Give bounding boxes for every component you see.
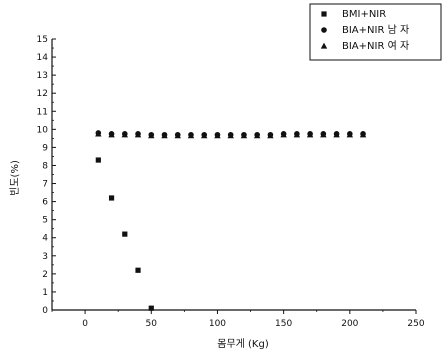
data-point (161, 132, 168, 139)
data-point (148, 132, 155, 139)
data-point (108, 195, 115, 201)
y-tick-label: 12 (37, 89, 48, 99)
x-tick-label: 150 (275, 319, 292, 329)
data-point (253, 132, 261, 139)
y-tick-label: 9 (42, 143, 48, 153)
y-tick-label: 11 (37, 107, 48, 117)
data-point (359, 131, 367, 138)
data-point (346, 131, 354, 138)
legend-label: BIA+NIR 여 자 (342, 40, 409, 52)
data-point (174, 132, 181, 139)
data-point (333, 131, 340, 138)
data-point (214, 132, 221, 139)
legend-label: BIA+NIR 남 자 (342, 24, 409, 36)
legend-label: BMI+NIR (342, 9, 386, 20)
y-tick-label: 14 (37, 53, 49, 63)
data-point (148, 305, 154, 311)
legend: BMI+NIR BIA+NIR 남 자 BIA+NIR 여 자 (309, 3, 442, 61)
data-point (293, 131, 301, 138)
y-tick-label: 15 (37, 35, 48, 45)
x-tick-label: 0 (82, 319, 88, 329)
legend-marker (321, 11, 327, 17)
legend-marker (320, 42, 328, 49)
x-tick-label: 200 (341, 319, 358, 329)
x-tick-label: 50 (146, 319, 158, 329)
legend-marker (321, 27, 327, 33)
y-tick-label: 3 (42, 252, 48, 262)
x-tick-label: 100 (209, 319, 226, 329)
data-point (122, 231, 128, 237)
y-tick-label: 10 (37, 125, 49, 135)
data-point (95, 157, 101, 163)
series-1 (95, 157, 154, 311)
data-point (306, 131, 314, 138)
y-axis-label: 빈도(%) (9, 160, 21, 196)
data-point (280, 131, 287, 138)
y-tick-label: 13 (37, 71, 48, 81)
data-point (95, 130, 102, 137)
data-series (95, 130, 367, 311)
x-axis-label: 몸무게 (Kg) (217, 338, 269, 350)
data-point (201, 132, 208, 139)
y-tick-label: 2 (42, 270, 48, 280)
data-point (108, 131, 115, 138)
y-tick-label: 7 (42, 180, 48, 190)
y-tick-label: 8 (42, 161, 48, 171)
data-point (240, 132, 248, 139)
series-3 (95, 130, 367, 139)
data-point (227, 132, 234, 139)
x-tick-label: 250 (407, 319, 424, 329)
data-point (121, 131, 128, 138)
data-point (135, 267, 141, 273)
y-tick-label: 4 (42, 234, 48, 244)
legend-box (309, 3, 442, 61)
y-tick-label: 0 (42, 306, 48, 316)
y-tick-label: 6 (42, 198, 48, 208)
data-point (267, 132, 274, 139)
y-tick-label: 1 (42, 288, 48, 298)
y-tick-label: 5 (42, 216, 48, 226)
data-point (187, 132, 195, 139)
data-point (320, 131, 327, 138)
data-point (134, 131, 142, 138)
